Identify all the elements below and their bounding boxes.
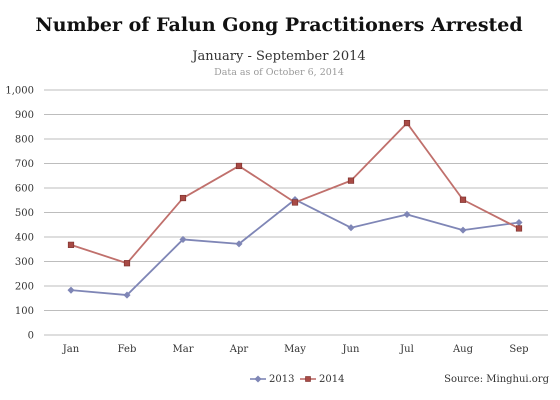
x-tick-label: Apr bbox=[229, 344, 249, 355]
x-tick-label: Aug bbox=[452, 344, 474, 355]
chart-title: Number of Falun Gong Practitioners Arres… bbox=[35, 14, 522, 36]
x-tick-label: Feb bbox=[118, 344, 137, 355]
x-tick-label: Jun bbox=[342, 344, 360, 355]
y-tick-label: 700 bbox=[15, 159, 34, 170]
data-point-2013 bbox=[459, 226, 467, 234]
legend-label-2013: 2013 bbox=[269, 374, 294, 385]
data-point-2013 bbox=[403, 210, 411, 218]
chart-note: Data as of October 6, 2014 bbox=[214, 67, 344, 78]
x-tick-label: Mar bbox=[173, 344, 194, 355]
series-layer bbox=[67, 119, 523, 299]
legend-label-2014: 2014 bbox=[319, 374, 344, 385]
x-tick-label: Jan bbox=[62, 344, 80, 355]
series-2014 bbox=[67, 119, 523, 267]
y-tick-label: 300 bbox=[15, 257, 34, 268]
data-point-2013 bbox=[235, 240, 243, 248]
series-2013 bbox=[67, 195, 523, 299]
data-point-2013 bbox=[123, 291, 131, 299]
legend: 2013 2014 bbox=[250, 374, 344, 385]
data-point-2014 bbox=[123, 260, 131, 267]
source-text: Source: Minghui.org bbox=[444, 374, 549, 385]
y-tick-label: 900 bbox=[15, 110, 34, 121]
grid bbox=[44, 89, 548, 336]
x-tick-label: Jul bbox=[399, 344, 414, 355]
x-tick-label: Sep bbox=[509, 344, 528, 355]
data-point-2014 bbox=[67, 241, 75, 248]
legend-marker-2014 bbox=[305, 376, 311, 382]
y-tick-label: 1,000 bbox=[5, 86, 34, 97]
data-point-2013 bbox=[515, 219, 523, 227]
series-line-2013 bbox=[70, 198, 520, 296]
y-axis: 0 100 200 300 400 500 600 700 800 900 1,000 bbox=[5, 86, 34, 342]
data-point-2014 bbox=[459, 196, 467, 203]
data-point-2014 bbox=[291, 199, 299, 206]
data-point-2013 bbox=[179, 235, 187, 243]
y-tick-label: 600 bbox=[15, 184, 34, 195]
data-point-2014 bbox=[235, 162, 243, 170]
legend-marker-2013 bbox=[254, 375, 262, 383]
y-tick-label: 400 bbox=[15, 233, 34, 244]
data-point-2014 bbox=[515, 225, 523, 232]
y-tick-label: 0 bbox=[28, 331, 34, 342]
y-tick-label: 100 bbox=[15, 306, 34, 317]
data-point-2014 bbox=[347, 177, 355, 184]
x-tick-label: May bbox=[284, 344, 306, 355]
y-tick-label: 200 bbox=[15, 282, 34, 293]
series-line-2014 bbox=[70, 122, 520, 265]
data-point-2013 bbox=[347, 224, 355, 232]
chart-subtitle: January - September 2014 bbox=[190, 49, 365, 64]
data-point-2014 bbox=[403, 119, 411, 127]
y-tick-label: 500 bbox=[15, 208, 34, 219]
y-tick-label: 800 bbox=[15, 135, 34, 146]
data-point-2014 bbox=[179, 194, 187, 202]
data-point-2013 bbox=[67, 286, 75, 294]
x-axis: Jan Feb Mar Apr May Jun Jul Aug Sep bbox=[62, 344, 529, 355]
